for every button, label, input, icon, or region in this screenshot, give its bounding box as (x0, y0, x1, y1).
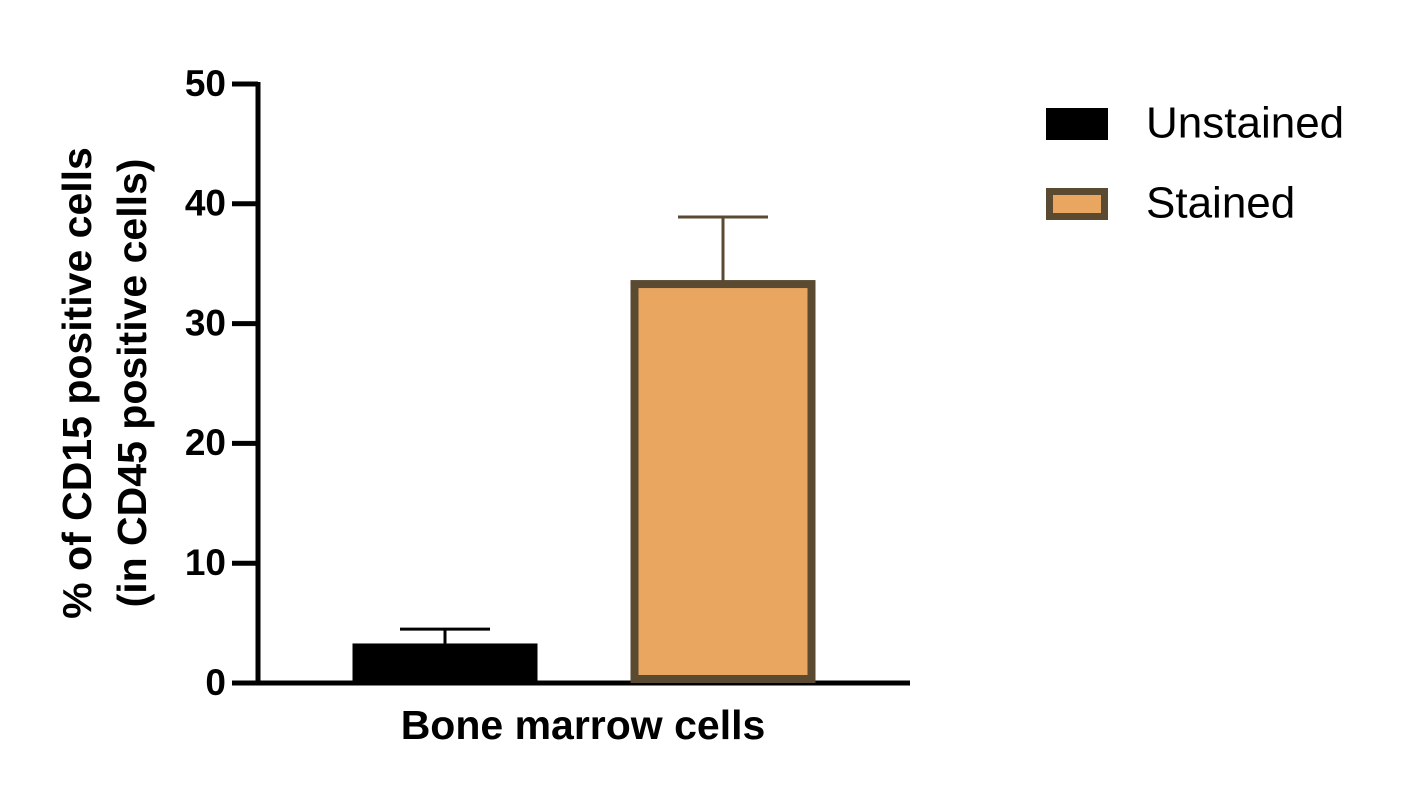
legend-label: Unstained (1146, 99, 1344, 148)
legend-label: Stained (1146, 179, 1295, 228)
y-tick-label: 40 (185, 183, 226, 224)
y-axis-label: % of CD15 positive cells (54, 147, 100, 619)
legend-swatch (1046, 188, 1108, 220)
y-tick-label: 20 (185, 422, 226, 463)
y-tick-label: 30 (185, 302, 226, 343)
y-axis-label: (in CD45 positive cells) (109, 159, 155, 608)
y-tick-label: 10 (185, 542, 226, 583)
bar (630, 280, 816, 683)
y-tick-label: 50 (185, 63, 226, 104)
x-axis-label: Bone marrow cells (401, 702, 766, 748)
y-tick-label: 0 (205, 662, 226, 703)
legend-swatch (1046, 108, 1108, 140)
bar (352, 643, 538, 683)
